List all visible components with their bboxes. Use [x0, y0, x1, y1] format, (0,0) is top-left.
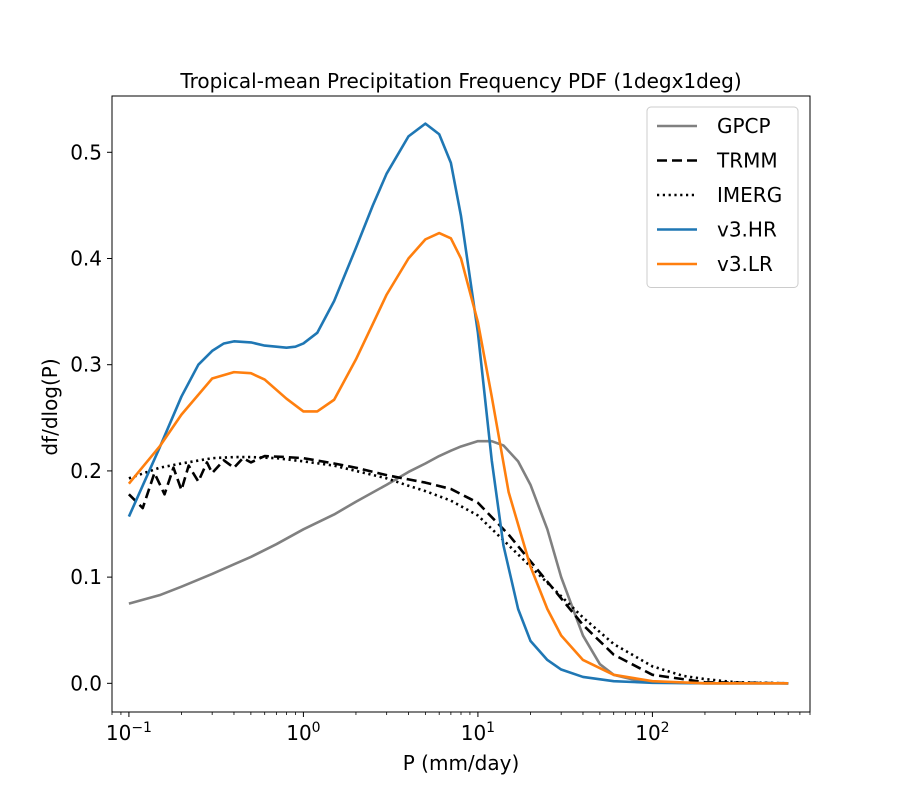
chart-title: Tropical-mean Precipitation Frequency PD…	[179, 69, 741, 93]
x-tick-label: 102	[635, 720, 669, 745]
legend-label: IMERG	[717, 183, 782, 207]
series-layer	[127, 122, 789, 685]
legend-box	[646, 106, 799, 288]
axes-layer: 0.0 0.1 0.2 0.3 0.4 0.5 10−1 100 101 102	[70, 95, 811, 745]
y-axis-label: df/dlog(P)	[38, 358, 62, 455]
series-line-trmm	[127, 454, 789, 685]
y-tick-label: 0.3	[70, 353, 102, 377]
series-line-gpcp	[128, 439, 789, 685]
legend-label: v3.HR	[717, 218, 777, 242]
y-tick-label: 0.5	[70, 140, 102, 164]
x-tick-label: 100	[286, 720, 320, 745]
series-line-v3-hr	[127, 122, 789, 685]
y-tick-label: 0.4	[70, 246, 102, 270]
legend-label: v3.LR	[717, 252, 773, 276]
x-axis-label: P (mm/day)	[403, 751, 520, 775]
legend-label: TRMM	[716, 149, 778, 173]
legend-label: GPCP	[717, 114, 771, 138]
x-tick-label: 10−1	[106, 720, 152, 745]
series-line-imerg	[128, 455, 789, 685]
series-line-v3-lr	[127, 231, 789, 685]
x-tick-label: 101	[461, 720, 495, 745]
legend: GPCP TRMM IMERG v3.HR v3.LR	[646, 106, 799, 288]
y-tick-label: 0.2	[70, 459, 102, 483]
y-tick-label: 0.1	[70, 565, 102, 589]
y-tick-label: 0.0	[70, 671, 102, 695]
